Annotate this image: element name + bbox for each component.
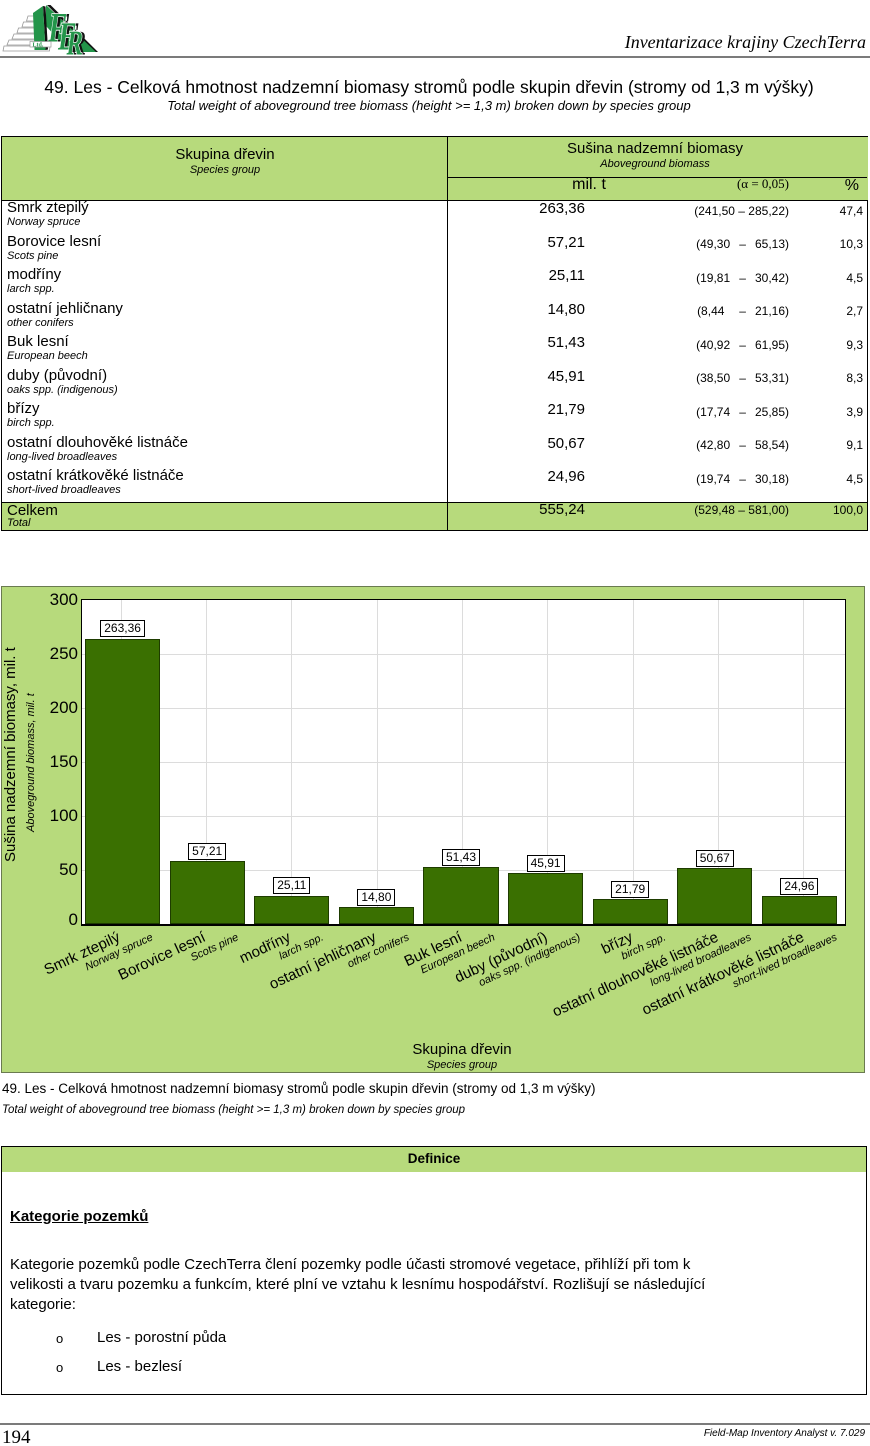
svg-text:E: E bbox=[56, 15, 79, 56]
svg-text:R: R bbox=[68, 25, 90, 56]
svg-text:R: R bbox=[65, 25, 87, 56]
svg-text:F: F bbox=[49, 5, 71, 52]
svg-text:Ltd.: Ltd. bbox=[33, 42, 44, 48]
svg-text:E: E bbox=[59, 15, 82, 56]
svg-text:F: F bbox=[46, 5, 68, 52]
